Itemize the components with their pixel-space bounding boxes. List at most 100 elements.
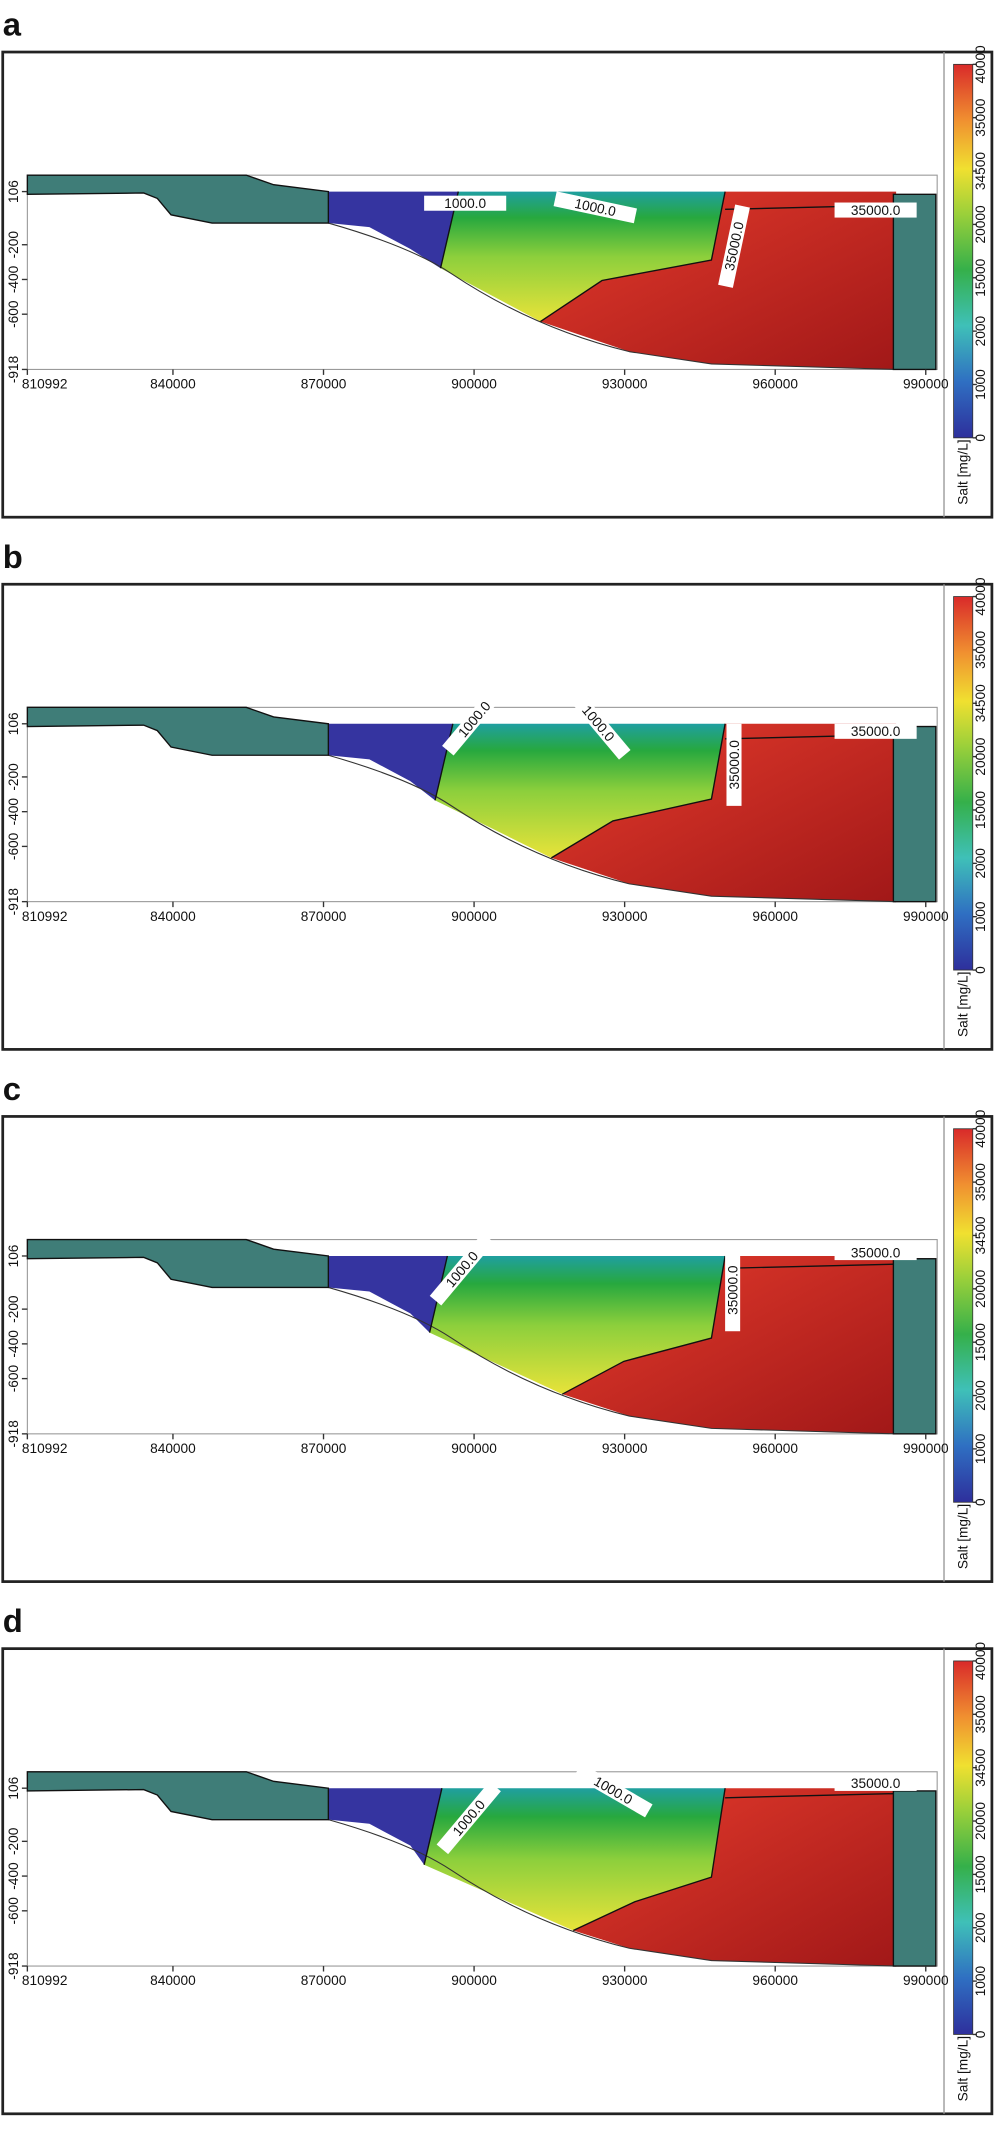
colorbar-tick-label: 1000 [973, 1965, 988, 1996]
label-box [442, 682, 507, 756]
panel: b 810992 840000 870000 900000 930000 960000 990… [1, 538, 994, 1051]
y-tick-label: -918 [6, 1420, 21, 1448]
y-tick-label: -400 [6, 1330, 21, 1358]
colorbar-tick-label: 2000 [973, 1912, 988, 1943]
y-tick-label: -200 [6, 1295, 21, 1323]
colorbar-tick-label: 0 [973, 434, 988, 442]
panel-frame [1, 582, 994, 1051]
y-tick-label: 106 [6, 180, 21, 203]
panel-frame [1, 1647, 994, 2116]
colorbar-tick-label: 34500 [973, 1748, 988, 1786]
x-tick-label: 990000 [903, 377, 949, 392]
panel-label: c [3, 1070, 21, 1107]
colorbar-tick-label: 20000 [973, 1802, 988, 1840]
contour-line [572, 1788, 726, 1932]
label-box [726, 723, 742, 806]
y-tick-label: 106 [6, 712, 21, 735]
x-tick-label: 960000 [752, 909, 798, 924]
x-tick-label: 990000 [903, 1441, 949, 1456]
x-tick-label: 930000 [602, 1441, 648, 1456]
bottom-boundary [328, 1819, 897, 1967]
label-box [834, 1245, 917, 1261]
contour-label: 35000.0 [834, 1775, 917, 1791]
colorbar-tick-label: 34500 [973, 684, 988, 722]
y-tick-label: 106 [6, 1245, 21, 1268]
x-tick-label: 840000 [150, 1973, 196, 1988]
fresh-zone [328, 1255, 448, 1333]
colorbar-tick-label: 40000 [973, 1109, 988, 1147]
fresh-zone [328, 1788, 442, 1865]
x-tick-label: 990000 [903, 1973, 949, 1988]
mixing-zone [435, 723, 726, 858]
contour-line [561, 1255, 726, 1395]
land-block [26, 1771, 330, 1821]
x-tick-label: 930000 [602, 377, 648, 392]
contour-line [725, 1263, 894, 1269]
colorbar-tick-label: 35000 [973, 1163, 988, 1201]
colorbar-tick-label: 34500 [973, 152, 988, 190]
contour-label: 35000.0 [834, 723, 917, 739]
x-tick-label: 870000 [301, 1973, 347, 1988]
panel-label: d [3, 1602, 23, 1639]
bottom-boundary [328, 754, 897, 903]
colorbar-tick-label: 20000 [973, 205, 988, 243]
panel-frame [1, 1115, 994, 1583]
x-tick-label: 960000 [752, 1973, 798, 1988]
colorbar-tick-label: 15000 [973, 1855, 988, 1893]
label-box [834, 1775, 917, 1791]
y-tick-label: -918 [6, 355, 21, 383]
colorbar-tick-label: 40000 [973, 1642, 988, 1680]
colorbar-label: Salt [mg/L] [955, 439, 970, 504]
label-box [424, 195, 507, 211]
colorbar-tick-label: 1000 [973, 369, 988, 400]
x-tick-label: 900000 [451, 1973, 497, 1988]
colorbar-tick-label: 20000 [973, 1269, 988, 1307]
y-tick-label: -600 [6, 1365, 21, 1393]
colorbar-tick-label: 2000 [973, 316, 988, 347]
x-tick-label: 840000 [150, 377, 196, 392]
panel: c 810992 840000 870000 900000 930000 960000 990… [1, 1070, 994, 1583]
colorbar-tick-label: 0 [973, 2030, 988, 2038]
contour-line [540, 191, 726, 323]
plot-frame [26, 1771, 938, 1967]
contour-label: 35000.0 [834, 1245, 917, 1261]
y-tick-label: 106 [6, 1777, 21, 1800]
label-box [553, 191, 637, 224]
land-block [26, 1238, 330, 1289]
saline-zone [551, 723, 897, 902]
x-tick-label: 840000 [150, 1441, 196, 1456]
colorbar-tick-label: 35000 [973, 631, 988, 669]
land-block [892, 1790, 937, 1967]
x-tick-label: 960000 [752, 1441, 798, 1456]
colorbar-tick-label: 0 [973, 1498, 988, 1506]
colorbar-tick-label: 15000 [973, 791, 988, 829]
x-tick-label: 870000 [301, 377, 347, 392]
x-tick-label: 990000 [903, 909, 949, 924]
y-tick-label: -200 [6, 1827, 21, 1855]
panel-frame [1, 50, 994, 519]
plot-frame [26, 174, 938, 370]
x-tick-label: 810992 [22, 909, 68, 924]
x-tick-label: 810992 [22, 377, 68, 392]
colorbar-tick-label: 2000 [973, 848, 988, 879]
contour-line [423, 1788, 443, 1865]
contour-label-text: 35000.0 [727, 740, 742, 790]
x-tick-label: 840000 [150, 909, 196, 924]
mixing-zone [429, 1255, 726, 1395]
label-box [436, 1781, 501, 1855]
colorbar-tick-label: 15000 [973, 1323, 988, 1361]
colorbar-tick-label: 35000 [973, 98, 988, 136]
colorbar-tick-label: 2000 [973, 1380, 988, 1411]
colorbar-tick-label: 40000 [973, 577, 988, 615]
panel: d 810992 840000 870000 900000 930000 960000 990… [1, 1602, 994, 2116]
x-tick-label: 930000 [602, 909, 648, 924]
contour-label: 1000.0 [424, 195, 507, 211]
y-tick-label: -918 [6, 888, 21, 916]
contour-line [551, 723, 726, 859]
colorbar [953, 1660, 974, 2035]
y-tick-label: -400 [6, 1862, 21, 1890]
contour-label-text: 35000.0 [725, 1265, 740, 1315]
mixing-zone [440, 191, 726, 322]
